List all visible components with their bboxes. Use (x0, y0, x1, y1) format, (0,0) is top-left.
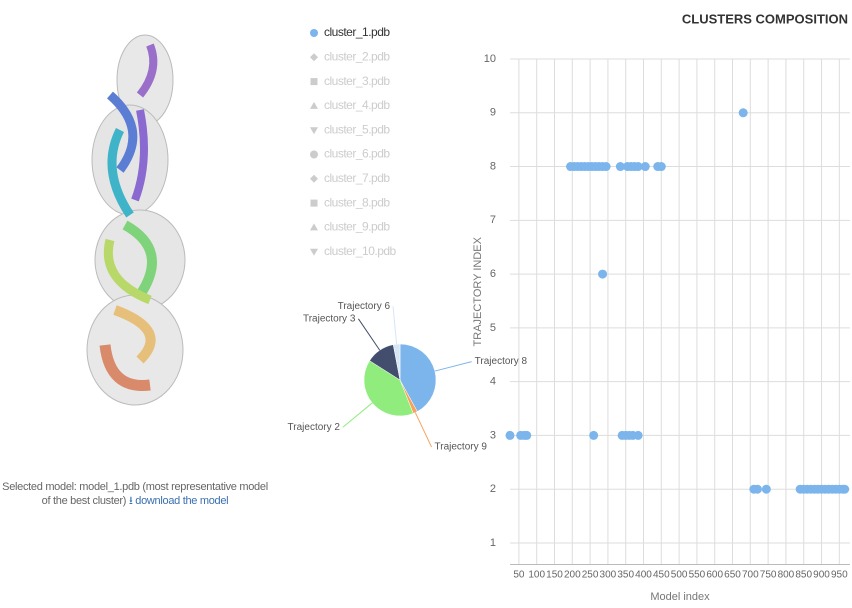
legend-symbol (310, 127, 318, 134)
legend-item[interactable]: cluster_2.pdb (324, 49, 390, 63)
x-tick-label: 600 (706, 570, 723, 581)
legend-item[interactable]: cluster_5.pdb (324, 122, 390, 136)
x-tick-label: 200 (564, 570, 581, 581)
y-tick-label: 2 (490, 483, 496, 495)
legend-item[interactable]: cluster_6.pdb (324, 147, 390, 161)
scatter-point (753, 485, 762, 494)
scatter-point (522, 431, 531, 440)
pie-label: Trajectory 9 (435, 442, 488, 453)
x-tick-label: 800 (778, 570, 795, 581)
legend-symbol (310, 53, 318, 61)
legend-symbol (310, 102, 318, 109)
legend-item[interactable]: cluster_8.pdb (324, 195, 390, 209)
scatter-point (598, 270, 607, 279)
scatter-point (506, 431, 515, 440)
x-axis-label: Model index (650, 591, 710, 603)
legend-symbol (311, 200, 318, 207)
x-tick-label: 100 (528, 570, 545, 581)
y-tick-label: 8 (490, 160, 496, 172)
legend-symbol (310, 223, 318, 230)
y-tick-label: 1 (490, 537, 496, 549)
legend-item[interactable]: cluster_4.pdb (324, 98, 390, 112)
scatter-point (589, 431, 598, 440)
pie-connector (393, 306, 397, 344)
x-tick-label: 950 (831, 570, 848, 581)
protein-structure (87, 35, 185, 405)
y-tick-label: 5 (490, 322, 496, 334)
legend-item[interactable]: cluster_1.pdb (324, 25, 390, 39)
scatter-point (602, 162, 611, 171)
y-tick-label: 4 (490, 376, 496, 388)
pie-label: Trajectory 2 (288, 422, 341, 433)
x-tick-label: 750 (760, 570, 777, 581)
legend-symbol (310, 249, 318, 256)
pie-connector (415, 413, 431, 447)
chart-title: CLUSTERS COMPOSITION (682, 11, 848, 26)
legend-item[interactable]: cluster_7.pdb (324, 171, 390, 185)
legend-symbol (310, 175, 318, 183)
y-tick-label: 7 (490, 214, 496, 226)
x-tick-label: 550 (689, 570, 706, 581)
x-tick-label: 700 (742, 570, 759, 581)
x-tick-label: 650 (724, 570, 741, 581)
x-tick-label: 500 (671, 570, 688, 581)
x-tick-label: 250 (582, 570, 599, 581)
x-tick-label: 300 (600, 570, 617, 581)
x-tick-label: 350 (617, 570, 634, 581)
scatter-point (840, 485, 849, 494)
y-axis-label: TRAJECTORY INDEX (472, 236, 484, 346)
legend-item[interactable]: cluster_3.pdb (324, 74, 390, 88)
pie-label: Trajectory 3 (303, 313, 356, 324)
y-tick-label: 6 (490, 268, 496, 280)
x-tick-label: 900 (813, 570, 830, 581)
pie-label: Trajectory 6 (338, 301, 391, 312)
legend-symbol (311, 78, 318, 85)
y-tick-label: 9 (490, 107, 496, 119)
caption-block: Selected model: model_1.pdb (most repres… (0, 480, 270, 508)
legend-symbol (310, 151, 318, 159)
x-tick-label: 450 (653, 570, 670, 581)
y-tick-label: 10 (484, 53, 496, 65)
pie-label: Trajectory 8 (475, 356, 528, 367)
pie-connector (435, 362, 472, 371)
canvas: Trajectory 8 Trajectory 9 Trajectory 2 Traj… (0, 0, 852, 608)
y-tick-label: 3 (490, 429, 496, 441)
legend-symbol (310, 29, 318, 37)
download-icon: ⭳ (129, 495, 133, 507)
pie-connector (343, 403, 372, 427)
x-tick-label: 850 (795, 570, 812, 581)
download-link[interactable]: download the model (135, 495, 228, 507)
x-tick-label: 400 (635, 570, 652, 581)
x-tick-label: 50 (513, 570, 525, 581)
legend-item[interactable]: cluster_10.pdb (324, 244, 397, 258)
pie-connector (358, 319, 379, 350)
scatter-point (641, 162, 650, 171)
scatter-point (634, 431, 643, 440)
scatter-point (762, 485, 771, 494)
scatter-point (739, 108, 748, 117)
page: Trajectory 8 Trajectory 9 Trajectory 2 Traj… (0, 0, 852, 608)
legend-item[interactable]: cluster_9.pdb (324, 220, 390, 234)
x-tick-label: 150 (546, 570, 563, 581)
scatter-point (657, 162, 666, 171)
